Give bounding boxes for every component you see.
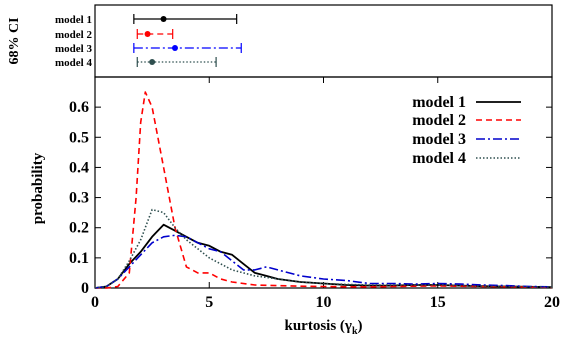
x-axis-label: kurtosis (γk) xyxy=(284,318,362,337)
series-line-model-2 xyxy=(95,91,553,289)
ci-row-label: model 1 xyxy=(55,14,92,26)
y-tick-label: 0.5 xyxy=(69,129,89,146)
y-tick-label: 0.4 xyxy=(69,159,89,176)
ci-row-3: model 3 xyxy=(55,43,242,55)
x-tick-label: 0 xyxy=(91,294,99,311)
ci-median-point xyxy=(149,59,156,65)
series-line-model-3 xyxy=(94,234,553,289)
ci-row-2: model 2 xyxy=(55,29,174,41)
x-axis-label-sub: k xyxy=(352,326,358,337)
legend-item-model-1: model 1 xyxy=(412,94,521,111)
y-axis-label: probability xyxy=(30,152,46,224)
y-tick-label: 0.2 xyxy=(69,220,89,237)
y-tick-label: 0.6 xyxy=(69,99,89,116)
y-tick-label: 0.1 xyxy=(69,250,89,267)
x-axis-label-main: kurtosis (γ xyxy=(284,318,351,334)
ci-row-label: model 3 xyxy=(55,43,92,55)
series-line-model-4 xyxy=(94,208,553,289)
ci-row-label: model 4 xyxy=(55,57,92,69)
main-plot-frame xyxy=(94,76,553,289)
legend-label: model 1 xyxy=(412,94,466,111)
y-tick-label: 0.3 xyxy=(69,190,89,207)
x-tick-label: 15 xyxy=(430,294,446,311)
legend-label: model 3 xyxy=(412,131,466,148)
ci-median-point xyxy=(160,16,167,22)
x-axis-label-close: ) xyxy=(358,318,363,334)
legend-label: model 2 xyxy=(412,112,466,129)
ci-panel: 68% CI model 1 model 2 model 3 model 4 xyxy=(7,4,553,78)
y-tick-label: 0 xyxy=(81,280,89,297)
ci-median-point xyxy=(171,45,178,51)
ci-row-label: model 2 xyxy=(55,29,92,41)
ci-panel-ylabel: 68% CI xyxy=(7,17,22,64)
x-tick-label: 5 xyxy=(205,294,213,311)
legend-item-model-3: model 3 xyxy=(412,131,521,148)
x-tick-label: 20 xyxy=(544,294,560,311)
series-lines xyxy=(94,91,553,289)
ci-rows: model 1 model 2 model 3 model 4 xyxy=(55,14,242,69)
ci-row-1: model 1 xyxy=(55,14,238,26)
ci-panel-frame xyxy=(94,4,553,78)
ci-row-4: model 4 xyxy=(55,57,217,69)
x-tick-label: 10 xyxy=(316,294,332,311)
legend-label: model 4 xyxy=(412,150,466,167)
legend-item-model-2: model 2 xyxy=(412,112,521,129)
ci-median-point xyxy=(144,31,151,37)
legend-item-model-4: model 4 xyxy=(412,150,521,167)
